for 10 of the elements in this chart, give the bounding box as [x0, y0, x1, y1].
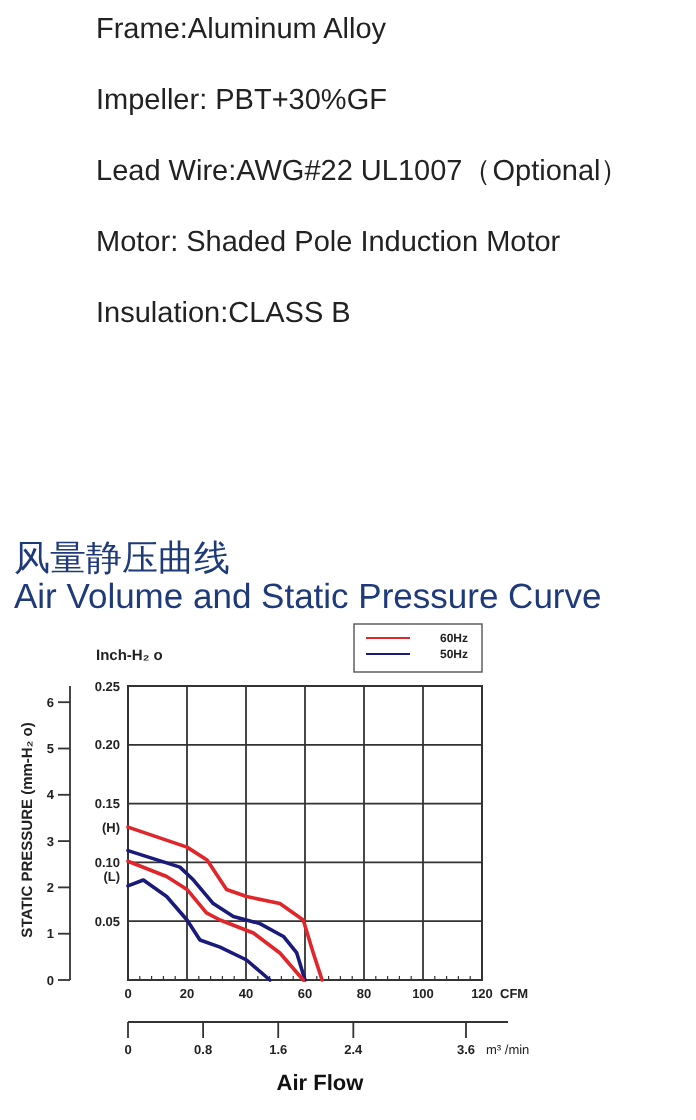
text: Impeller: PBT+30%GF — [96, 85, 388, 117]
text: Frame:Aluminum Alloy — [96, 14, 388, 46]
text: Insulation:CLASS B — [96, 298, 351, 330]
text: Lead Wire:AWG#22 UL1007（Optional） — [96, 156, 631, 188]
chart-title: 风量静压曲线 — [14, 538, 230, 578]
line-series — [126, 825, 324, 982]
line-series — [126, 878, 272, 982]
chart-subtitle: Air Volume and Static Pressure Curve — [14, 576, 602, 616]
text: Motor: Shaded Pole Induction Motor — [96, 227, 561, 259]
text: Air Flow — [276, 1072, 365, 1096]
